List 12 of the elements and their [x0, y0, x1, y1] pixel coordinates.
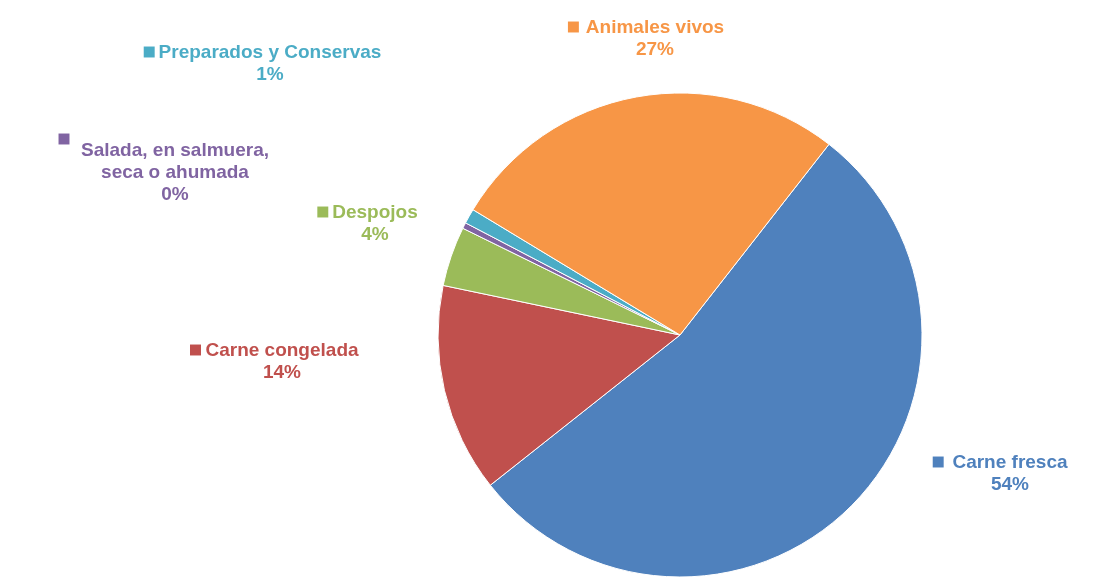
legend-label: Despojos	[332, 201, 418, 222]
data-label: 4%	[361, 223, 389, 244]
legend-label: Carne congelada	[205, 339, 359, 360]
data-label: 1%	[256, 63, 284, 84]
legend-label: Salada, en salmuera, seca o ahumada	[81, 139, 269, 182]
data-label: 54%	[990, 473, 1030, 494]
data-label: 0%	[161, 183, 189, 204]
legend-label: Animales vivos	[585, 16, 725, 37]
data-label: 14%	[262, 361, 302, 382]
legend-label: Carne fresca	[952, 451, 1068, 472]
data-label: 27%	[635, 38, 675, 59]
legend-label: Preparados y Conservas	[158, 41, 382, 62]
